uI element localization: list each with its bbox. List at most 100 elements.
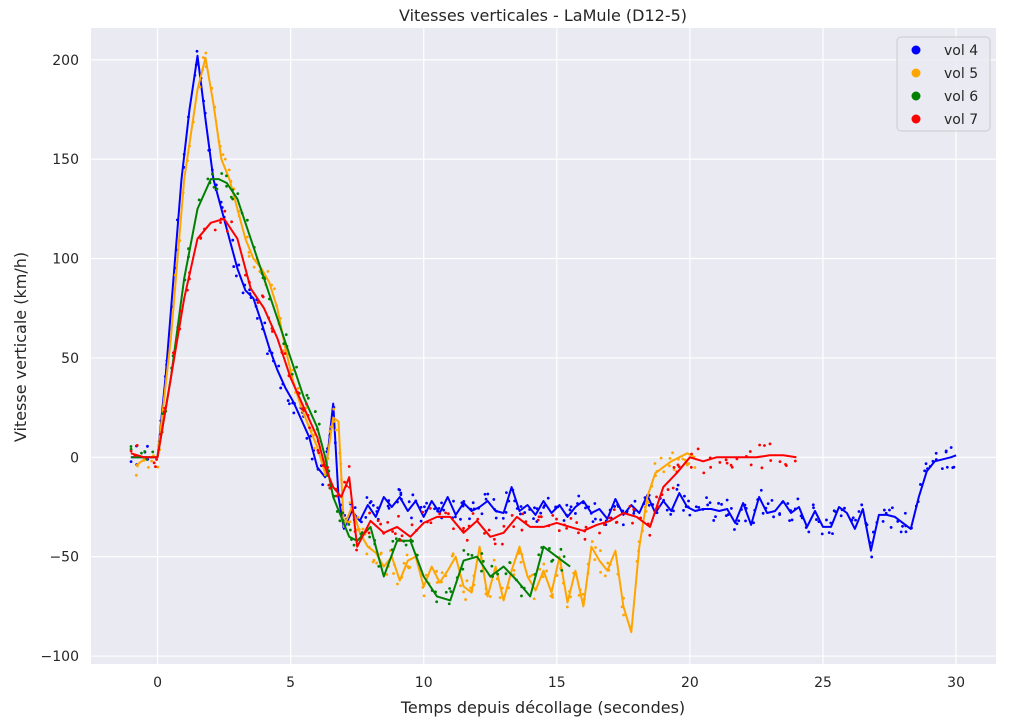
data-point <box>483 492 487 496</box>
data-point <box>464 598 467 601</box>
data-point <box>581 592 585 596</box>
data-point <box>882 508 886 512</box>
data-point <box>206 177 210 181</box>
data-point <box>688 513 692 517</box>
data-point <box>150 459 153 463</box>
data-point <box>471 512 475 515</box>
data-point <box>594 546 597 549</box>
data-point <box>326 465 330 469</box>
data-point <box>705 496 708 500</box>
data-point <box>204 51 208 55</box>
data-point <box>279 386 283 390</box>
data-point <box>385 573 389 576</box>
data-point <box>462 549 466 552</box>
data-point <box>730 465 734 469</box>
data-point <box>379 551 383 555</box>
series-vol-5 <box>134 51 697 634</box>
data-point <box>231 197 235 201</box>
data-point <box>949 446 953 449</box>
data-point <box>870 555 874 559</box>
data-point <box>557 529 561 533</box>
data-point <box>520 594 523 598</box>
data-point <box>397 514 400 518</box>
data-point <box>154 465 157 469</box>
data-point <box>435 569 438 573</box>
legend-marker <box>911 45 921 55</box>
x-axis-label: Temps depuis décollage (secondes) <box>400 698 685 717</box>
data-point <box>386 504 390 508</box>
data-point <box>437 507 441 510</box>
data-point <box>368 511 371 515</box>
data-point <box>161 412 165 416</box>
data-point <box>338 519 342 523</box>
data-point <box>368 535 372 539</box>
data-point <box>484 497 488 501</box>
data-point <box>538 567 542 571</box>
data-point <box>501 542 504 546</box>
data-point <box>429 521 433 525</box>
data-point <box>305 436 309 440</box>
data-point <box>483 531 486 535</box>
y-tick-label: 0 <box>70 450 79 466</box>
data-point <box>545 569 548 573</box>
x-tick-label: 25 <box>814 675 832 691</box>
data-point <box>899 530 903 534</box>
data-point <box>593 558 597 562</box>
data-point <box>335 494 338 498</box>
data-point <box>725 498 729 502</box>
data-point <box>317 451 321 455</box>
data-point <box>323 473 327 477</box>
y-axis-label: Vitesse verticale (km/h) <box>11 252 30 442</box>
data-point <box>584 525 588 529</box>
data-point <box>812 506 815 510</box>
data-point <box>694 505 698 509</box>
data-point <box>195 49 199 53</box>
data-point <box>394 537 398 541</box>
data-point <box>234 274 238 278</box>
data-point <box>470 553 474 557</box>
data-point <box>685 463 689 467</box>
data-point <box>225 174 228 178</box>
data-point <box>486 492 490 496</box>
data-point <box>510 514 514 517</box>
data-point <box>569 505 573 509</box>
data-point <box>347 523 351 526</box>
data-point <box>399 538 402 542</box>
data-point <box>888 508 891 512</box>
data-point <box>811 503 815 507</box>
data-point <box>236 192 240 196</box>
data-point <box>696 447 700 451</box>
data-point <box>562 519 566 522</box>
data-point <box>528 575 532 578</box>
data-point <box>758 443 762 447</box>
data-point <box>683 494 686 498</box>
legend-label: vol 6 <box>944 89 978 105</box>
data-point <box>854 518 857 522</box>
data-point <box>223 209 227 213</box>
data-point <box>532 517 535 521</box>
data-point <box>666 488 670 491</box>
data-point <box>449 590 453 593</box>
data-point <box>266 269 270 273</box>
y-tick-label: −50 <box>49 550 79 566</box>
data-point <box>633 499 637 503</box>
data-point <box>277 364 281 368</box>
data-point <box>212 185 216 189</box>
data-point <box>594 517 597 521</box>
data-point <box>129 449 133 453</box>
data-point <box>648 533 652 537</box>
y-tick-label: −100 <box>41 649 79 665</box>
data-point <box>231 238 235 242</box>
legend-label: vol 4 <box>944 43 978 59</box>
data-point <box>923 469 927 473</box>
data-point <box>574 512 577 515</box>
data-point <box>493 542 497 546</box>
data-point <box>295 365 298 369</box>
data-point <box>461 567 465 571</box>
data-point <box>459 517 462 521</box>
data-point <box>560 569 564 572</box>
data-point <box>599 570 602 574</box>
data-point <box>348 528 352 532</box>
data-point <box>492 558 496 562</box>
